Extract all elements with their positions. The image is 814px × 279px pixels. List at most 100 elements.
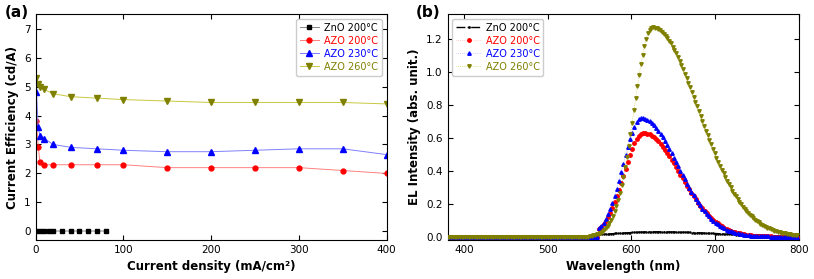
Line: AZO 200°C: AZO 200°C [446, 131, 799, 239]
ZnO 200°C [75, 229, 85, 233]
AZO 260°C [764, 227, 774, 230]
Text: (a): (a) [4, 5, 28, 20]
AZO 230°C [206, 150, 216, 153]
AZO 230°C [48, 143, 58, 146]
AZO 260°C [382, 102, 392, 105]
AZO 200°C [541, 235, 551, 238]
AZO 200°C [40, 163, 50, 166]
AZO 260°C [162, 99, 172, 103]
AZO 230°C [792, 235, 802, 238]
ZnO 200°C [35, 229, 45, 232]
Line: ZnO 200°C: ZnO 200°C [447, 231, 799, 238]
AZO 230°C [513, 235, 523, 238]
AZO 260°C [33, 82, 43, 85]
AZO 260°C [40, 88, 50, 91]
AZO 260°C [92, 97, 102, 100]
AZO 230°C [672, 160, 681, 163]
ZnO 200°C [48, 229, 58, 233]
Line: AZO 230°C: AZO 230°C [33, 90, 389, 157]
ZnO 200°C [101, 229, 111, 233]
Line: AZO 230°C: AZO 230°C [446, 116, 799, 239]
AZO 200°C [672, 165, 681, 169]
AZO 200°C [119, 163, 129, 166]
AZO 260°C [66, 95, 76, 98]
ZnO 200°C [652, 230, 662, 234]
AZO 200°C [66, 163, 76, 166]
AZO 230°C [541, 235, 551, 238]
AZO 200°C [443, 235, 453, 238]
ZnO 200°C [508, 235, 518, 238]
ZnO 200°C [44, 229, 54, 233]
ZnO 200°C [83, 229, 93, 233]
AZO 260°C [443, 235, 453, 238]
ZnO 200°C [66, 229, 76, 233]
AZO 260°C [464, 235, 474, 238]
AZO 200°C [162, 166, 172, 169]
ZnO 200°C [457, 235, 466, 238]
AZO 260°C [508, 235, 518, 238]
AZO 260°C [119, 98, 129, 101]
Legend: ZnO 200°C, AZO 200°C, AZO 230°C, AZO 260°C: ZnO 200°C, AZO 200°C, AZO 230°C, AZO 260… [295, 19, 382, 76]
AZO 260°C [32, 76, 42, 80]
ZnO 200°C [777, 234, 786, 238]
AZO 260°C [338, 101, 348, 104]
AZO 230°C [443, 235, 453, 238]
Line: AZO 260°C: AZO 260°C [446, 26, 799, 239]
AZO 230°C [162, 150, 172, 153]
ZnO 200°C [443, 235, 453, 238]
AZO 230°C [32, 91, 42, 94]
AZO 200°C [777, 235, 786, 238]
AZO 230°C [730, 231, 740, 234]
AZO 230°C [66, 146, 76, 149]
AZO 230°C [250, 149, 260, 152]
AZO 200°C [33, 146, 43, 149]
AZO 200°C [35, 160, 45, 163]
AZO 230°C [92, 147, 102, 150]
ZnO 200°C [464, 235, 474, 238]
AZO 230°C [636, 116, 646, 120]
Legend: ZnO 200°C, AZO 200°C, AZO 230°C, AZO 260°C: ZnO 200°C, AZO 200°C, AZO 230°C, AZO 260… [453, 19, 544, 76]
AZO 200°C [730, 230, 740, 234]
AZO 230°C [294, 147, 304, 150]
ZnO 200°C [57, 229, 67, 233]
AZO 260°C [294, 101, 304, 104]
AZO 200°C [294, 166, 304, 169]
ZnO 200°C [764, 234, 774, 237]
AZO 260°C [793, 234, 803, 237]
AZO 200°C [48, 163, 58, 166]
AZO 260°C [48, 92, 58, 95]
ZnO 200°C [793, 235, 803, 238]
AZO 260°C [777, 231, 786, 234]
AZO 230°C [338, 147, 348, 150]
AZO 260°C [250, 101, 260, 104]
AZO 200°C [338, 169, 348, 172]
Line: AZO 260°C: AZO 260°C [33, 75, 389, 107]
AZO 200°C [32, 120, 42, 123]
AZO 230°C [40, 137, 50, 140]
Y-axis label: EL Intensity (abs. unit.): EL Intensity (abs. unit.) [408, 49, 421, 205]
ZnO 200°C [92, 229, 102, 233]
Y-axis label: Current Efficiency (cd/A): Current Efficiency (cd/A) [6, 45, 19, 209]
AZO 230°C [777, 235, 786, 238]
AZO 260°C [648, 26, 658, 29]
AZO 260°C [457, 235, 466, 238]
Text: (b): (b) [416, 5, 440, 20]
ZnO 200°C [32, 229, 42, 232]
ZnO 200°C [40, 229, 50, 232]
AZO 200°C [792, 235, 802, 238]
AZO 200°C [638, 131, 648, 134]
X-axis label: Current density (mA/cm²): Current density (mA/cm²) [127, 260, 295, 273]
AZO 230°C [638, 116, 648, 120]
Line: ZnO 200°C: ZnO 200°C [34, 228, 108, 234]
AZO 230°C [33, 126, 43, 129]
AZO 200°C [250, 166, 260, 169]
ZnO 200°C [536, 235, 545, 238]
AZO 230°C [119, 149, 129, 152]
AZO 200°C [636, 132, 646, 135]
X-axis label: Wavelength (nm): Wavelength (nm) [566, 260, 681, 273]
AZO 230°C [35, 134, 45, 138]
AZO 200°C [92, 163, 102, 166]
AZO 230°C [382, 153, 392, 156]
AZO 260°C [536, 235, 545, 238]
Line: AZO 200°C: AZO 200°C [34, 119, 389, 176]
